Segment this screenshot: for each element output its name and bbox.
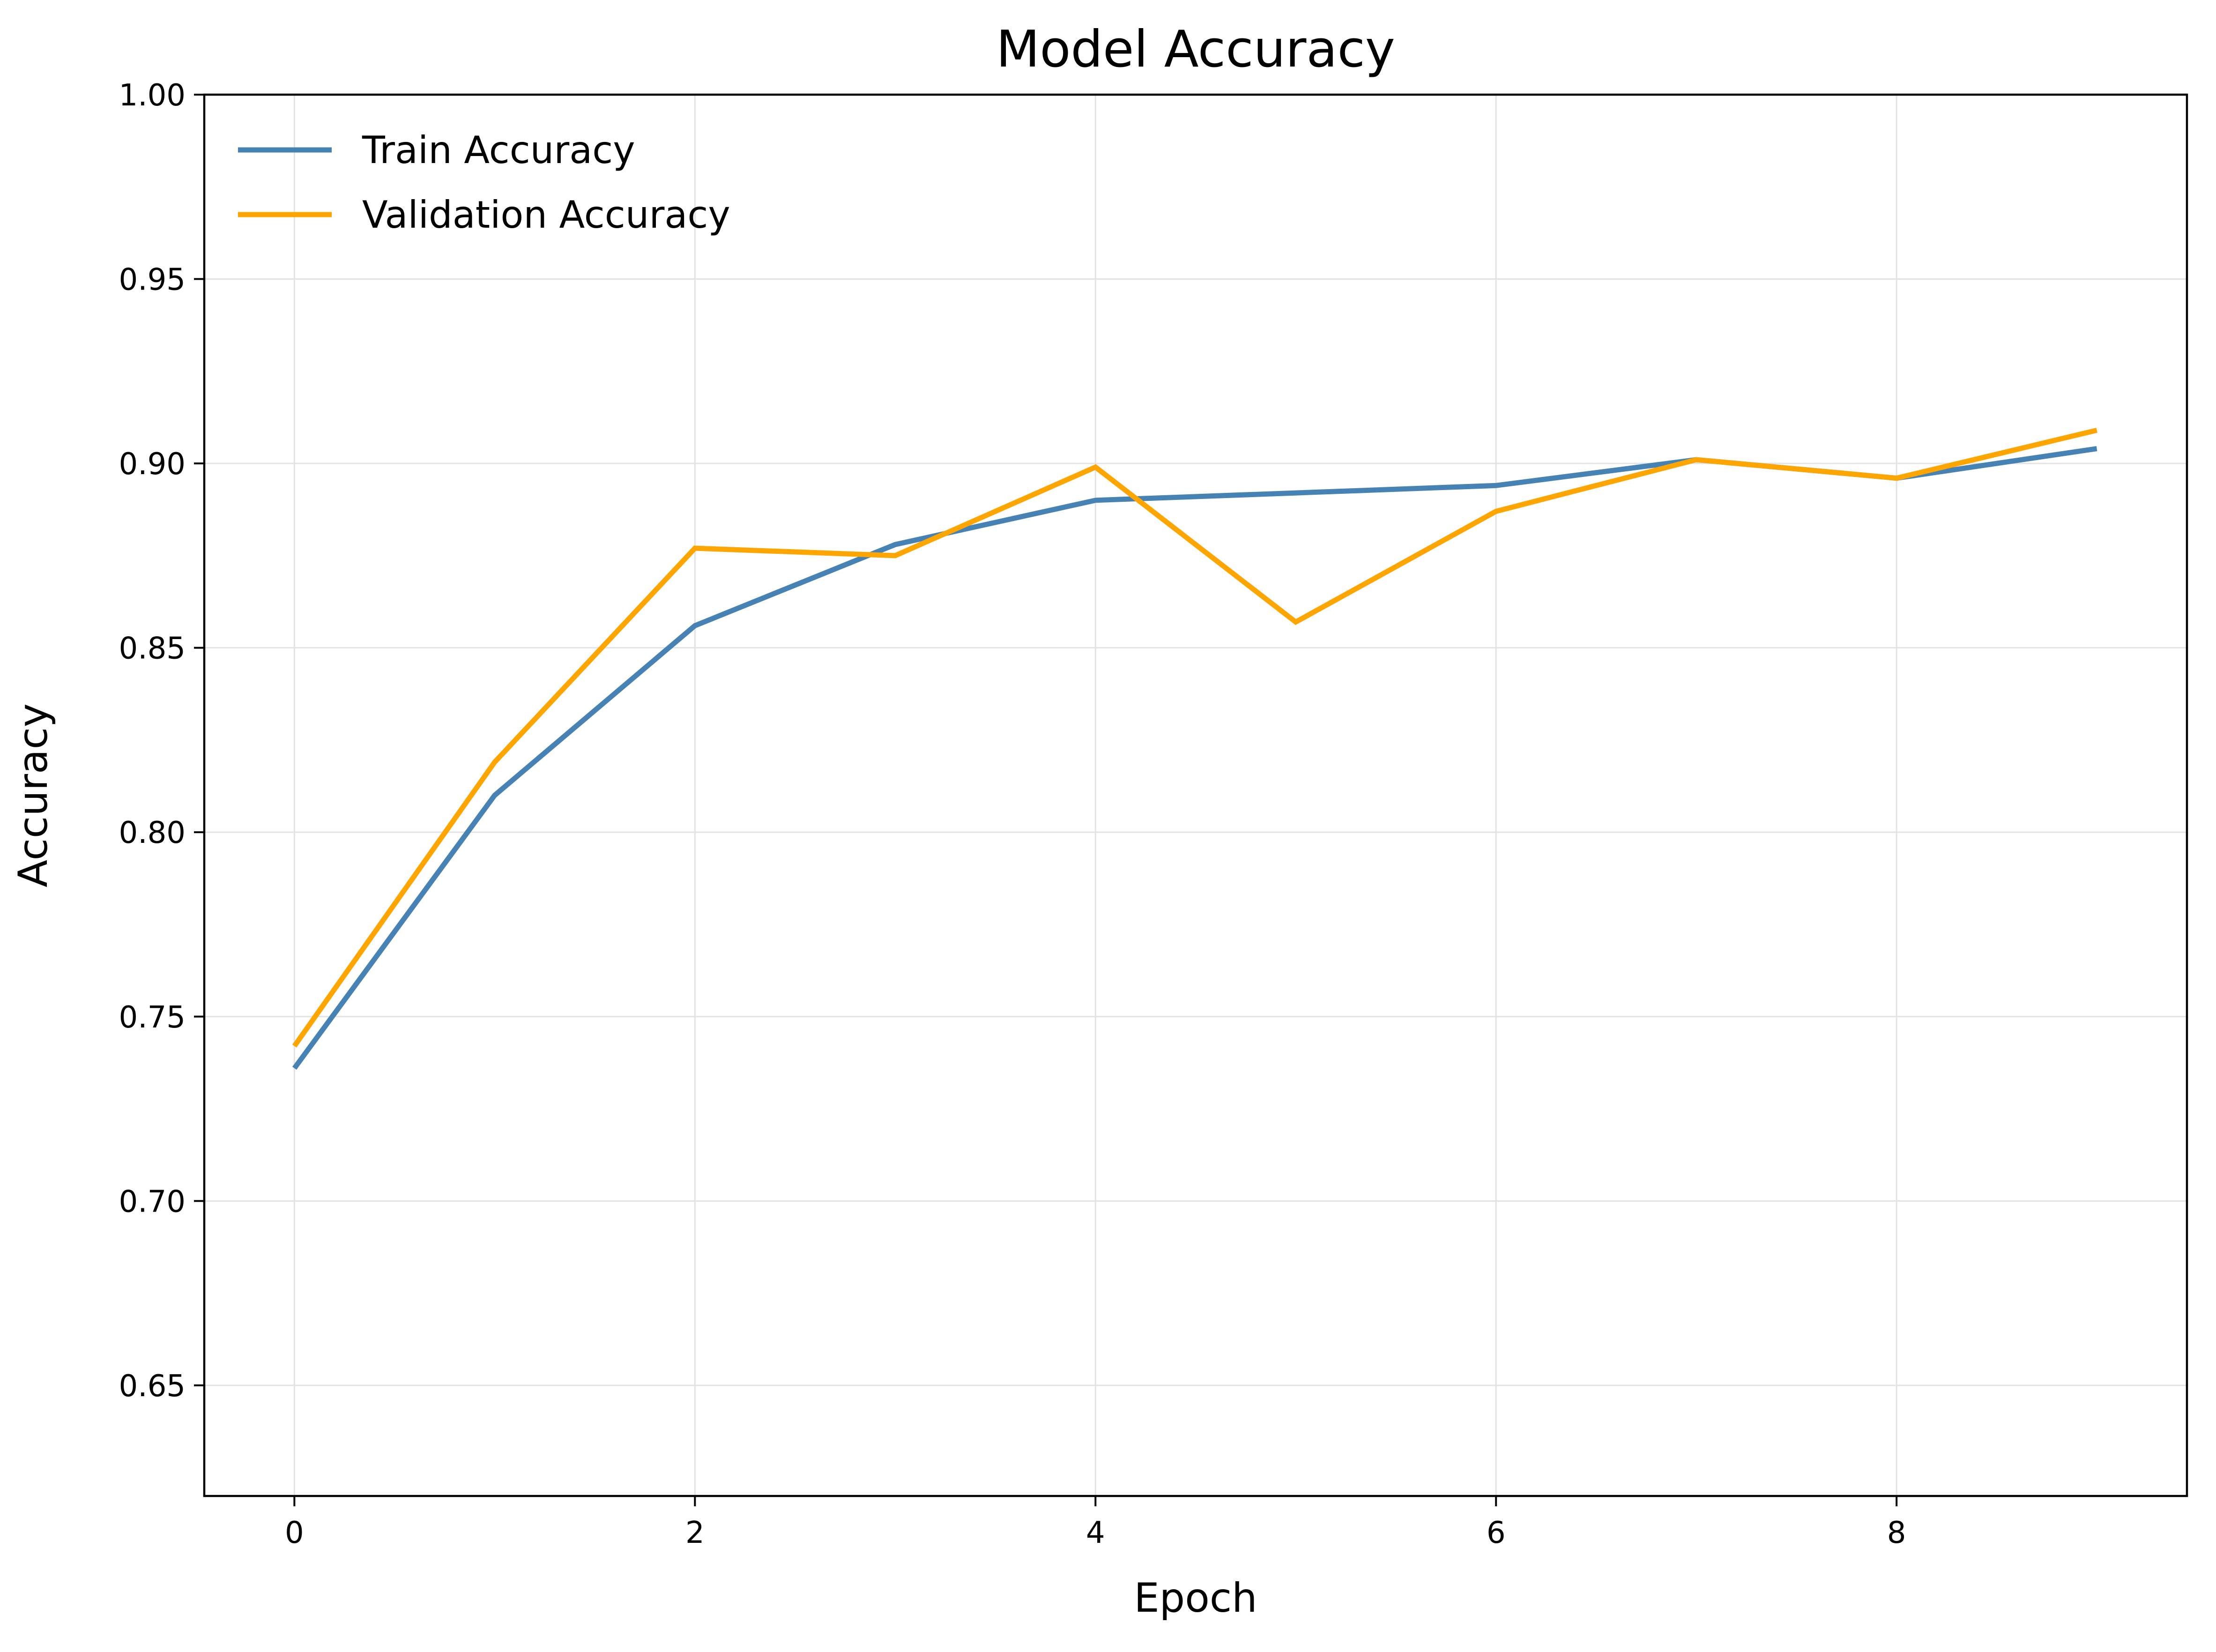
y-tick-label: 1.00 (119, 78, 186, 113)
legend-label-train: Train Accuracy (362, 128, 635, 172)
chart-title: Model Accuracy (996, 20, 1395, 79)
y-tick-label: 0.95 (119, 263, 186, 298)
y-tick-label: 0.65 (119, 1369, 186, 1404)
y-tick-label: 0.90 (119, 447, 186, 482)
axis-ticks: 0 2 4 6 8 0.65 0.70 0.75 0.80 0.85 0.90 0.95 1.00 (119, 78, 1906, 1550)
x-tick-label: 8 (1887, 1516, 1906, 1550)
y-tick-label: 0.80 (119, 816, 186, 850)
series-line-validation (292, 427, 2097, 1048)
x-tick-label: 2 (685, 1516, 705, 1550)
x-tick-label: 6 (1487, 1516, 1506, 1550)
legend-label-validation: Validation Accuracy (362, 193, 730, 237)
series-lines (292, 427, 2097, 1070)
x-tick-label: 4 (1086, 1516, 1105, 1550)
y-tick-label: 0.85 (119, 632, 186, 666)
y-tick-label: 0.75 (119, 1000, 186, 1035)
plot-frame (203, 93, 2188, 1497)
legend: Train Accuracy Validation Accuracy (238, 128, 730, 237)
x-tick-label: 0 (285, 1516, 304, 1550)
x-axis-title: Epoch (1134, 1575, 1257, 1622)
y-axis-title: Accuracy (10, 703, 57, 887)
y-tick-label: 0.70 (119, 1184, 186, 1219)
